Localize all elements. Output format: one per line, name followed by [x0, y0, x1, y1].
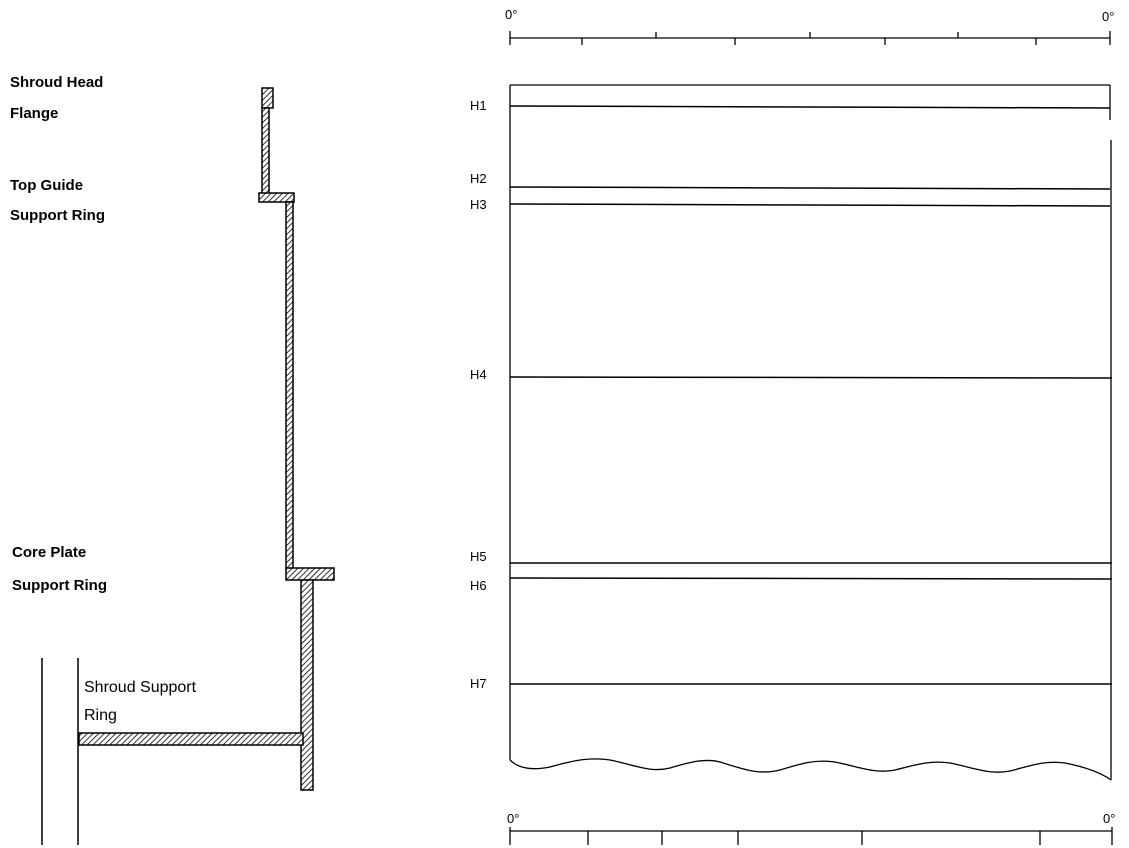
weld-lines	[509, 105, 1113, 685]
core-plate-support-ring-label-line2: Support Ring	[12, 577, 107, 594]
shroud-head-flange-label-line2: Flange	[10, 105, 59, 122]
core-plate-support-ring-section	[285, 567, 335, 581]
shroud-head-flange-label-line1: Shroud Head	[10, 74, 104, 91]
weld-line-h4	[509, 376, 1113, 379]
top-guide-support-ring-section	[258, 192, 295, 203]
weld-line-h3	[509, 203, 1111, 207]
weld-label-h6: H6	[470, 578, 487, 593]
weld-line-h6	[509, 577, 1113, 580]
shroud-support-ring-section	[78, 732, 304, 746]
weld-label-h5: H5	[470, 549, 487, 564]
vessel-wall	[41, 658, 79, 845]
shroud-support-ring-label-line1: Shroud Support	[84, 679, 197, 696]
top-guide-support-ring-label-line2: Support Ring	[10, 207, 105, 224]
bottom-scale-start-label: 0°	[507, 811, 520, 826]
weld-label-h7: H7	[470, 676, 487, 691]
top-scale-start-label: 0°	[505, 7, 518, 22]
top-scale-end-label: 0°	[1102, 9, 1115, 24]
weld-label-h3: H3	[470, 197, 487, 212]
core-plate-support-ring-label-line1: Core Plate	[12, 544, 87, 561]
shroud-support-ring-label-line2: Ring	[84, 707, 117, 724]
weld-line-h2	[509, 186, 1111, 190]
bottom-scale-end-label: 0°	[1103, 811, 1116, 826]
weld-label-h2: H2	[470, 171, 487, 186]
top-guide-support-ring-label-line1: Top Guide	[10, 177, 84, 194]
upper-shroud-wall	[261, 107, 270, 195]
weld-map-outline	[509, 84, 1112, 781]
azimuth-scale-bottom	[509, 827, 1113, 845]
lower-shroud-wall	[300, 579, 314, 791]
shroud-head-flange-section	[261, 87, 274, 109]
weld-line-h1	[509, 105, 1111, 109]
azimuth-scale-top	[509, 31, 1111, 45]
weld-label-h1: H1	[470, 98, 487, 113]
break-line	[509, 758, 1112, 781]
weld-label-h4: H4	[470, 367, 487, 382]
shroud-cross-section	[78, 87, 335, 791]
middle-shroud-wall	[285, 201, 294, 571]
